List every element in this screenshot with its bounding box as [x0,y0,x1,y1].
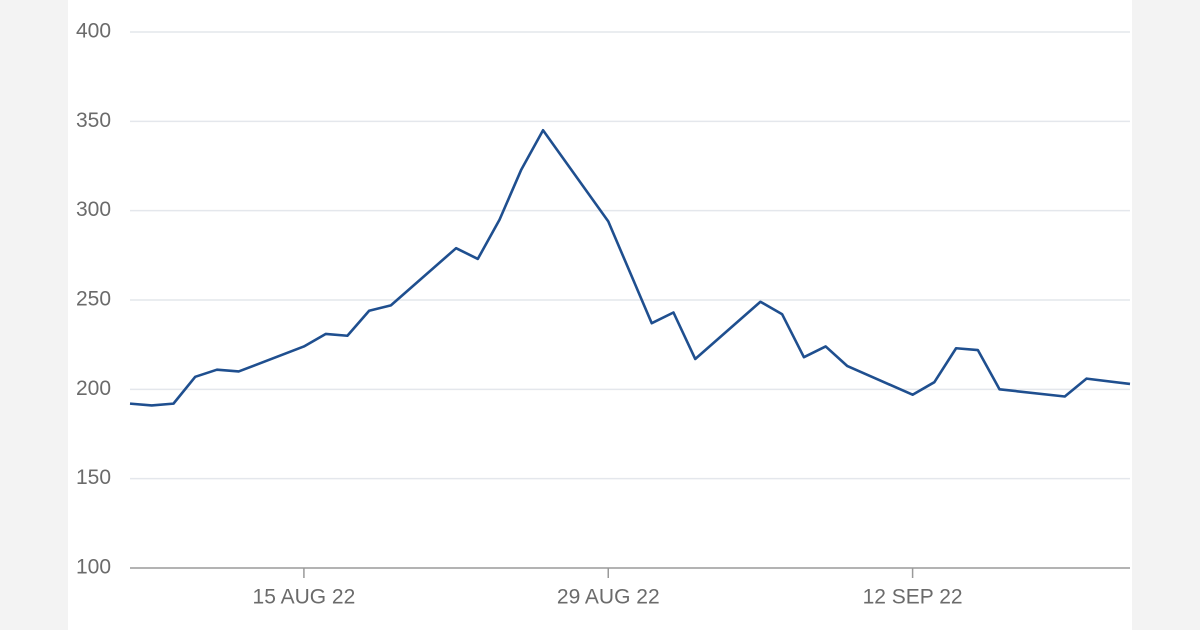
y-tick-label: 250 [76,288,111,311]
x-tick-label: 12 SEP 22 [863,586,963,609]
y-tick-label: 350 [76,109,111,132]
y-tick-label: 400 [76,20,111,43]
x-tick-label: 15 AUG 22 [253,586,356,609]
y-tick-label: 150 [76,466,111,489]
y-tick-label: 200 [76,377,111,400]
data-line [129,128,1131,407]
x-tick-label: 29 AUG 22 [557,586,660,609]
y-tick-label: 300 [76,198,111,221]
chart-card [68,0,1132,630]
y-tick-label: 100 [76,556,111,579]
